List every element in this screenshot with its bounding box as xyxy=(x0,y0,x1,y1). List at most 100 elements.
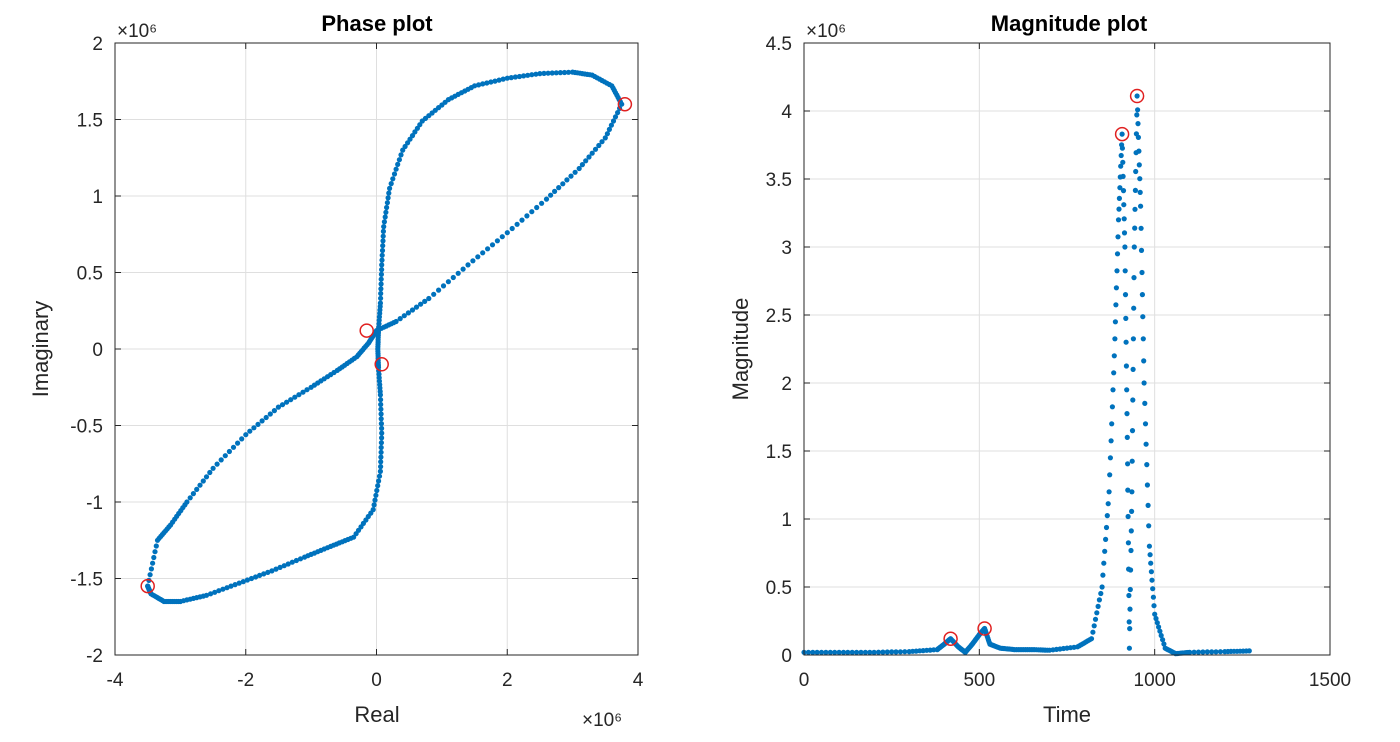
magnitude-plot-data-point xyxy=(1158,632,1164,639)
magnitude-plot-data-point xyxy=(889,649,895,655)
phase-plot-data-point xyxy=(302,554,308,560)
magnitude-plot-data-point xyxy=(1152,611,1158,617)
phase-plot-data-point xyxy=(277,564,283,571)
magnitude-plot-data-point xyxy=(1123,315,1129,321)
magnitude-plot-data-point xyxy=(1246,648,1252,654)
magnitude-plot-data-point xyxy=(897,649,904,655)
phase-plot-data-point xyxy=(561,69,568,76)
phase-plot-data-point xyxy=(436,287,442,293)
magnitude-plot-gridlines xyxy=(803,42,1331,656)
phase-plot-data-point xyxy=(393,166,399,172)
magnitude-plot-data-point xyxy=(1148,569,1154,575)
phase-plot-data-point xyxy=(288,397,294,403)
phase-plot-data-point xyxy=(379,252,385,258)
phase-plot-data-point xyxy=(384,204,390,211)
magnitude-plot-data-point xyxy=(1200,649,1206,655)
phase-plot-data-point xyxy=(519,217,525,223)
phase-plot-data-point xyxy=(236,580,242,586)
magnitude-plot-highlight-marker xyxy=(943,631,958,646)
phase-plot-data-point xyxy=(300,389,306,395)
magnitude-plot-data-point xyxy=(1139,269,1145,276)
phase-plot-data-point xyxy=(284,399,290,405)
magnitude-plot-data-point xyxy=(1125,513,1131,520)
magnitude-plot-data-point xyxy=(1136,162,1142,168)
phase-plot-data-point xyxy=(445,279,451,285)
phase-plot-data-point xyxy=(440,283,447,289)
magnitude-plot-x-tick-label: 1000 xyxy=(1134,670,1176,691)
magnitude-plot-data-point xyxy=(1132,225,1138,231)
magnitude-plot-data-point xyxy=(1112,336,1118,342)
magnitude-plot-data-point xyxy=(1137,176,1143,182)
phase-plot-x-tick-label: 2 xyxy=(502,670,513,691)
phase-plot-data-point xyxy=(380,243,386,249)
phase-plot-data-point xyxy=(379,425,385,431)
magnitude-plot-x-tick-label: 1500 xyxy=(1309,670,1351,691)
phase-plot-data-point xyxy=(383,209,389,215)
phase-plot-data-point xyxy=(251,425,257,431)
magnitude-plot-x-tick-label: 0 xyxy=(799,670,810,691)
magnitude-plot-data-point xyxy=(1140,336,1146,342)
magnitude-plot-data-point xyxy=(1124,411,1130,417)
magnitude-plot-data-point xyxy=(1156,624,1162,630)
magnitude-plot-data-point xyxy=(827,649,833,655)
phase-plot-data-point xyxy=(385,195,391,201)
magnitude-plot-data-point xyxy=(1131,244,1137,250)
magnitude-plot-data-point xyxy=(1112,319,1118,325)
magnitude-plot-data-point xyxy=(1139,292,1145,298)
phase-plot-data-point xyxy=(378,271,384,277)
phase-plot-data-point xyxy=(610,118,617,124)
phase-plot-data-point xyxy=(267,411,273,417)
phase-plot-data-point xyxy=(592,146,599,152)
phase-plot-data-point xyxy=(374,487,380,494)
magnitude-plot-data-point xyxy=(1125,461,1131,467)
magnitude-plot-data-point xyxy=(1128,567,1134,573)
phase-plot-data-point xyxy=(564,177,570,183)
magnitude-plot-data-point xyxy=(1119,131,1125,137)
magnitude-plot-data-point xyxy=(1104,513,1110,519)
phase-plot-data-point xyxy=(539,200,545,206)
magnitude-plot-data-point xyxy=(867,649,873,655)
phase-plot-data-point xyxy=(387,185,393,191)
magnitude-plot-data-point xyxy=(1138,225,1144,231)
phase-plot-data-point xyxy=(379,262,385,268)
phase-plot-data-point xyxy=(524,213,530,219)
phase-plot-data-point xyxy=(244,577,250,583)
magnitude-plot-data-point xyxy=(1145,502,1151,508)
magnitude-plot-data-point xyxy=(1107,472,1113,478)
magnitude-plot-data-point xyxy=(1122,292,1129,298)
phase-plot-data-point xyxy=(200,478,206,484)
phase-plot-y-tick-label: 1 xyxy=(92,187,103,208)
phase-plot-y-label: Imaginary xyxy=(28,301,53,398)
phase-plot-data-point xyxy=(431,291,437,297)
phase-plot-data-point xyxy=(273,566,279,572)
phase-plot-data-point xyxy=(504,75,510,81)
magnitude-plot-data-point xyxy=(1122,244,1128,250)
phase-plot-y-tick-label: 0 xyxy=(92,340,103,361)
magnitude-plot-data-point xyxy=(1137,189,1143,195)
magnitude-plot-data-point xyxy=(1114,268,1120,274)
magnitude-plot-data-point xyxy=(1146,523,1152,529)
magnitude-plot-data-point xyxy=(902,649,908,655)
phase-plot-data-point xyxy=(378,290,384,297)
phase-plot-data-point xyxy=(261,571,267,577)
magnitude-plot-data-point xyxy=(1103,524,1110,531)
phase-plot-x-ticks: -4 -2 0 2 4 xyxy=(107,43,644,691)
magnitude-plot-y-tick-label: 4 xyxy=(781,102,792,123)
magnitude-plot-data-point xyxy=(1116,195,1122,201)
phase-plot-data-point xyxy=(514,221,520,227)
magnitude-plot-y-ticks: 0 0.5 1 1.5 2 2.5 3 3.5 4 4.5 xyxy=(766,34,1330,667)
phase-plot-data-point xyxy=(240,579,246,585)
magnitude-plot-data-point xyxy=(1217,649,1223,655)
phase-plot-data-point xyxy=(549,70,555,76)
phase-plot-data-point xyxy=(500,76,506,82)
magnitude-plot-data-point xyxy=(1125,487,1131,493)
magnitude-plot-data-point xyxy=(1153,615,1159,622)
phase-plot-data-point xyxy=(150,560,156,566)
magnitude-plot-data-point xyxy=(1102,548,1108,554)
phase-plot-data-point xyxy=(371,502,377,508)
phase-plot-data-point xyxy=(400,147,406,153)
phase-plot-data-point xyxy=(190,491,196,497)
magnitude-plot-data-point xyxy=(1147,552,1153,558)
magnitude-plot-data-point xyxy=(1148,560,1154,566)
magnitude-plot-data-point xyxy=(814,649,820,655)
